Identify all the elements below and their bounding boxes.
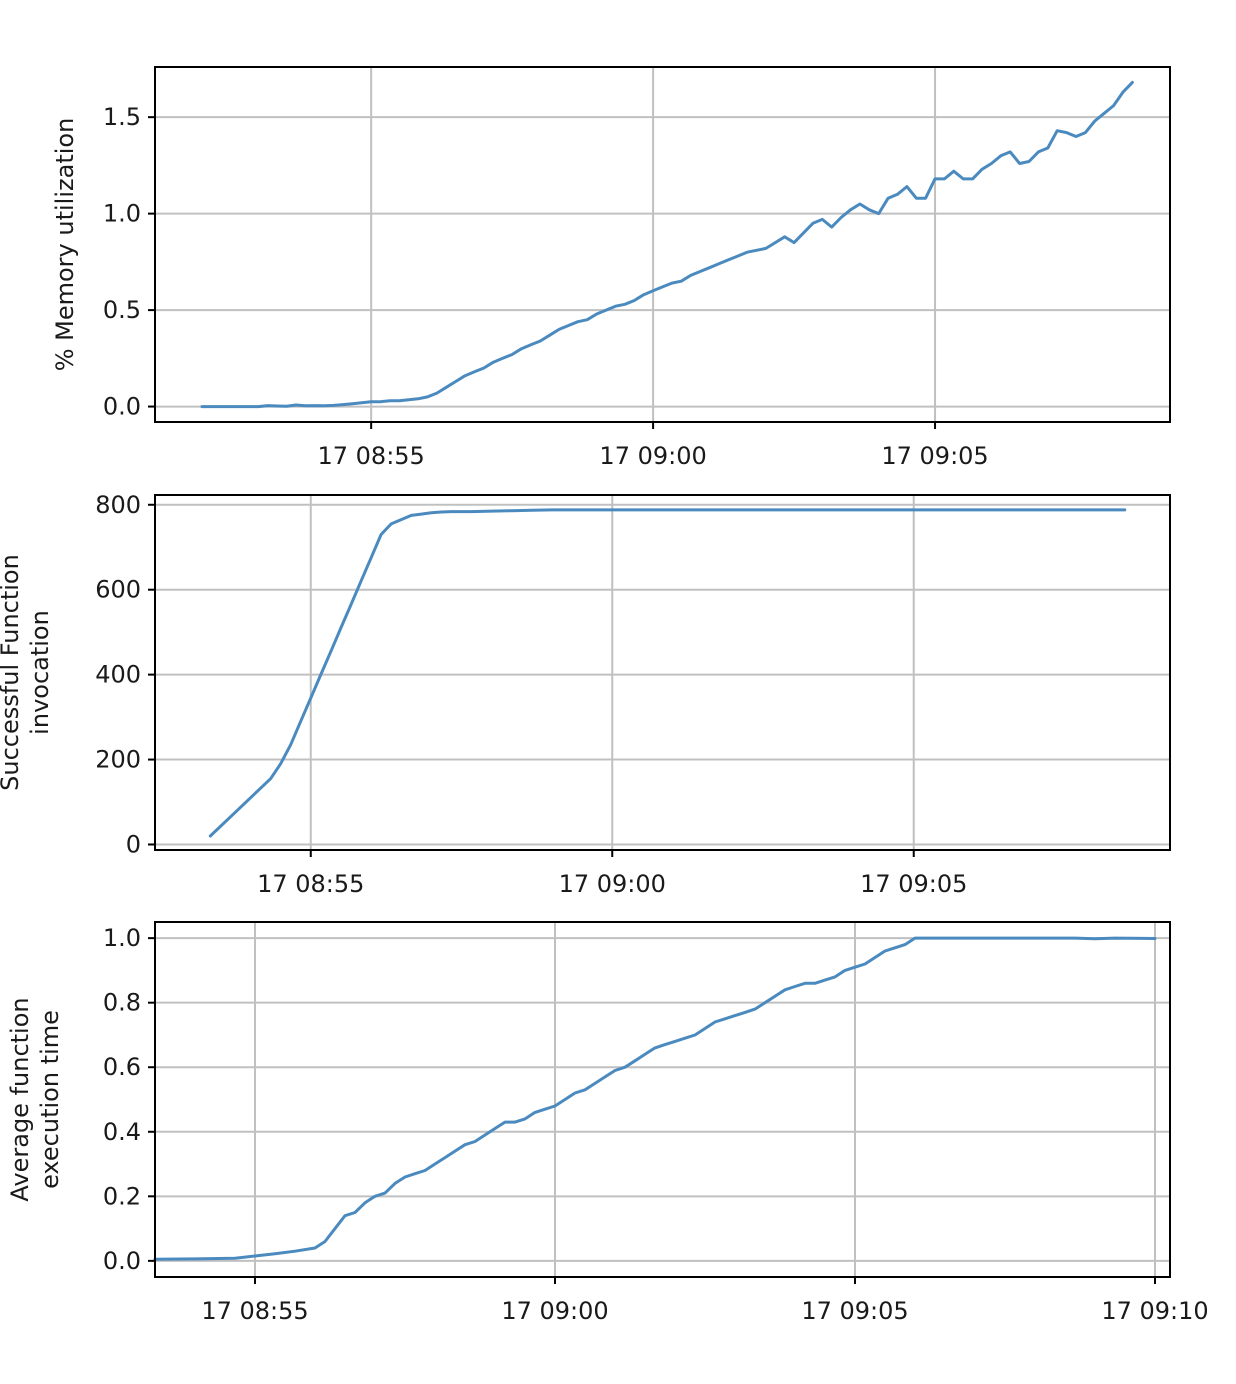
- successful-invocation-chart: 17 08:55 17 09:00 17 09:05 0 200 400 600 800 Suc…: [0, 491, 1171, 898]
- y-tick-label: 0.0: [103, 1247, 141, 1275]
- y-axis-title: Average functionexecution time: [6, 997, 64, 1201]
- y-tick-label: 0.4: [103, 1118, 141, 1146]
- x-tick-label: 17 09:00: [559, 870, 666, 898]
- y-axis-title-line: % Memory utilization: [51, 118, 79, 372]
- y-tick-label: 200: [95, 746, 141, 774]
- y-tick-label: 0.6: [103, 1053, 141, 1081]
- series-line: [153, 936, 1157, 1261]
- y-tick-label: 800: [95, 491, 141, 519]
- series-line: [200, 80, 1134, 409]
- y-tick-label: 600: [95, 576, 141, 604]
- average-execution-time-chart: 17 08:55 17 09:00 17 09:05 17 09:10 0.0 0.2 0.…: [6, 921, 1209, 1325]
- y-tick-label: 1.0: [103, 200, 141, 228]
- plot-frame: [154, 494, 1171, 851]
- y-tick-label: 0.5: [103, 296, 141, 324]
- x-tick-label: 17 09:05: [881, 442, 988, 470]
- y-tick-label: 0.0: [103, 393, 141, 421]
- y-axis-title: Successful Functioninvocation: [0, 554, 54, 791]
- y-tick-label: 400: [95, 661, 141, 689]
- y-axis-title-line: Average function: [6, 997, 34, 1201]
- y-tick-label: 1.0: [103, 924, 141, 952]
- x-tick-label: 17 09:00: [599, 442, 706, 470]
- series-line: [208, 508, 1127, 838]
- x-tick-label: 17 08:55: [201, 1297, 308, 1325]
- plot-frame: [154, 66, 1171, 423]
- x-tick-label: 17 09:10: [1101, 1297, 1208, 1325]
- y-tick-label: 0.2: [103, 1182, 141, 1210]
- x-tick-label: 17 09:00: [501, 1297, 608, 1325]
- y-tick-label: 0.8: [103, 989, 141, 1017]
- x-tick-label: 17 08:55: [317, 442, 424, 470]
- y-axis-title-line: invocation: [26, 610, 54, 735]
- y-axis-title: % Memory utilization: [51, 118, 79, 372]
- y-axis-title-line: execution time: [36, 1010, 64, 1189]
- plot-frame: [154, 921, 1171, 1278]
- y-axis-title-line: Successful Function: [0, 554, 24, 791]
- x-tick-label: 17 09:05: [860, 870, 967, 898]
- x-tick-label: 17 09:05: [801, 1297, 908, 1325]
- y-tick-label: 1.5: [103, 103, 141, 131]
- y-tick-label: 0: [126, 830, 141, 858]
- x-tick-label: 17 08:55: [257, 870, 364, 898]
- memory-utilization-chart: 17 08:55 17 09:00 17 09:05 0.0 0.5 1.0 1.5 % Me…: [51, 66, 1171, 470]
